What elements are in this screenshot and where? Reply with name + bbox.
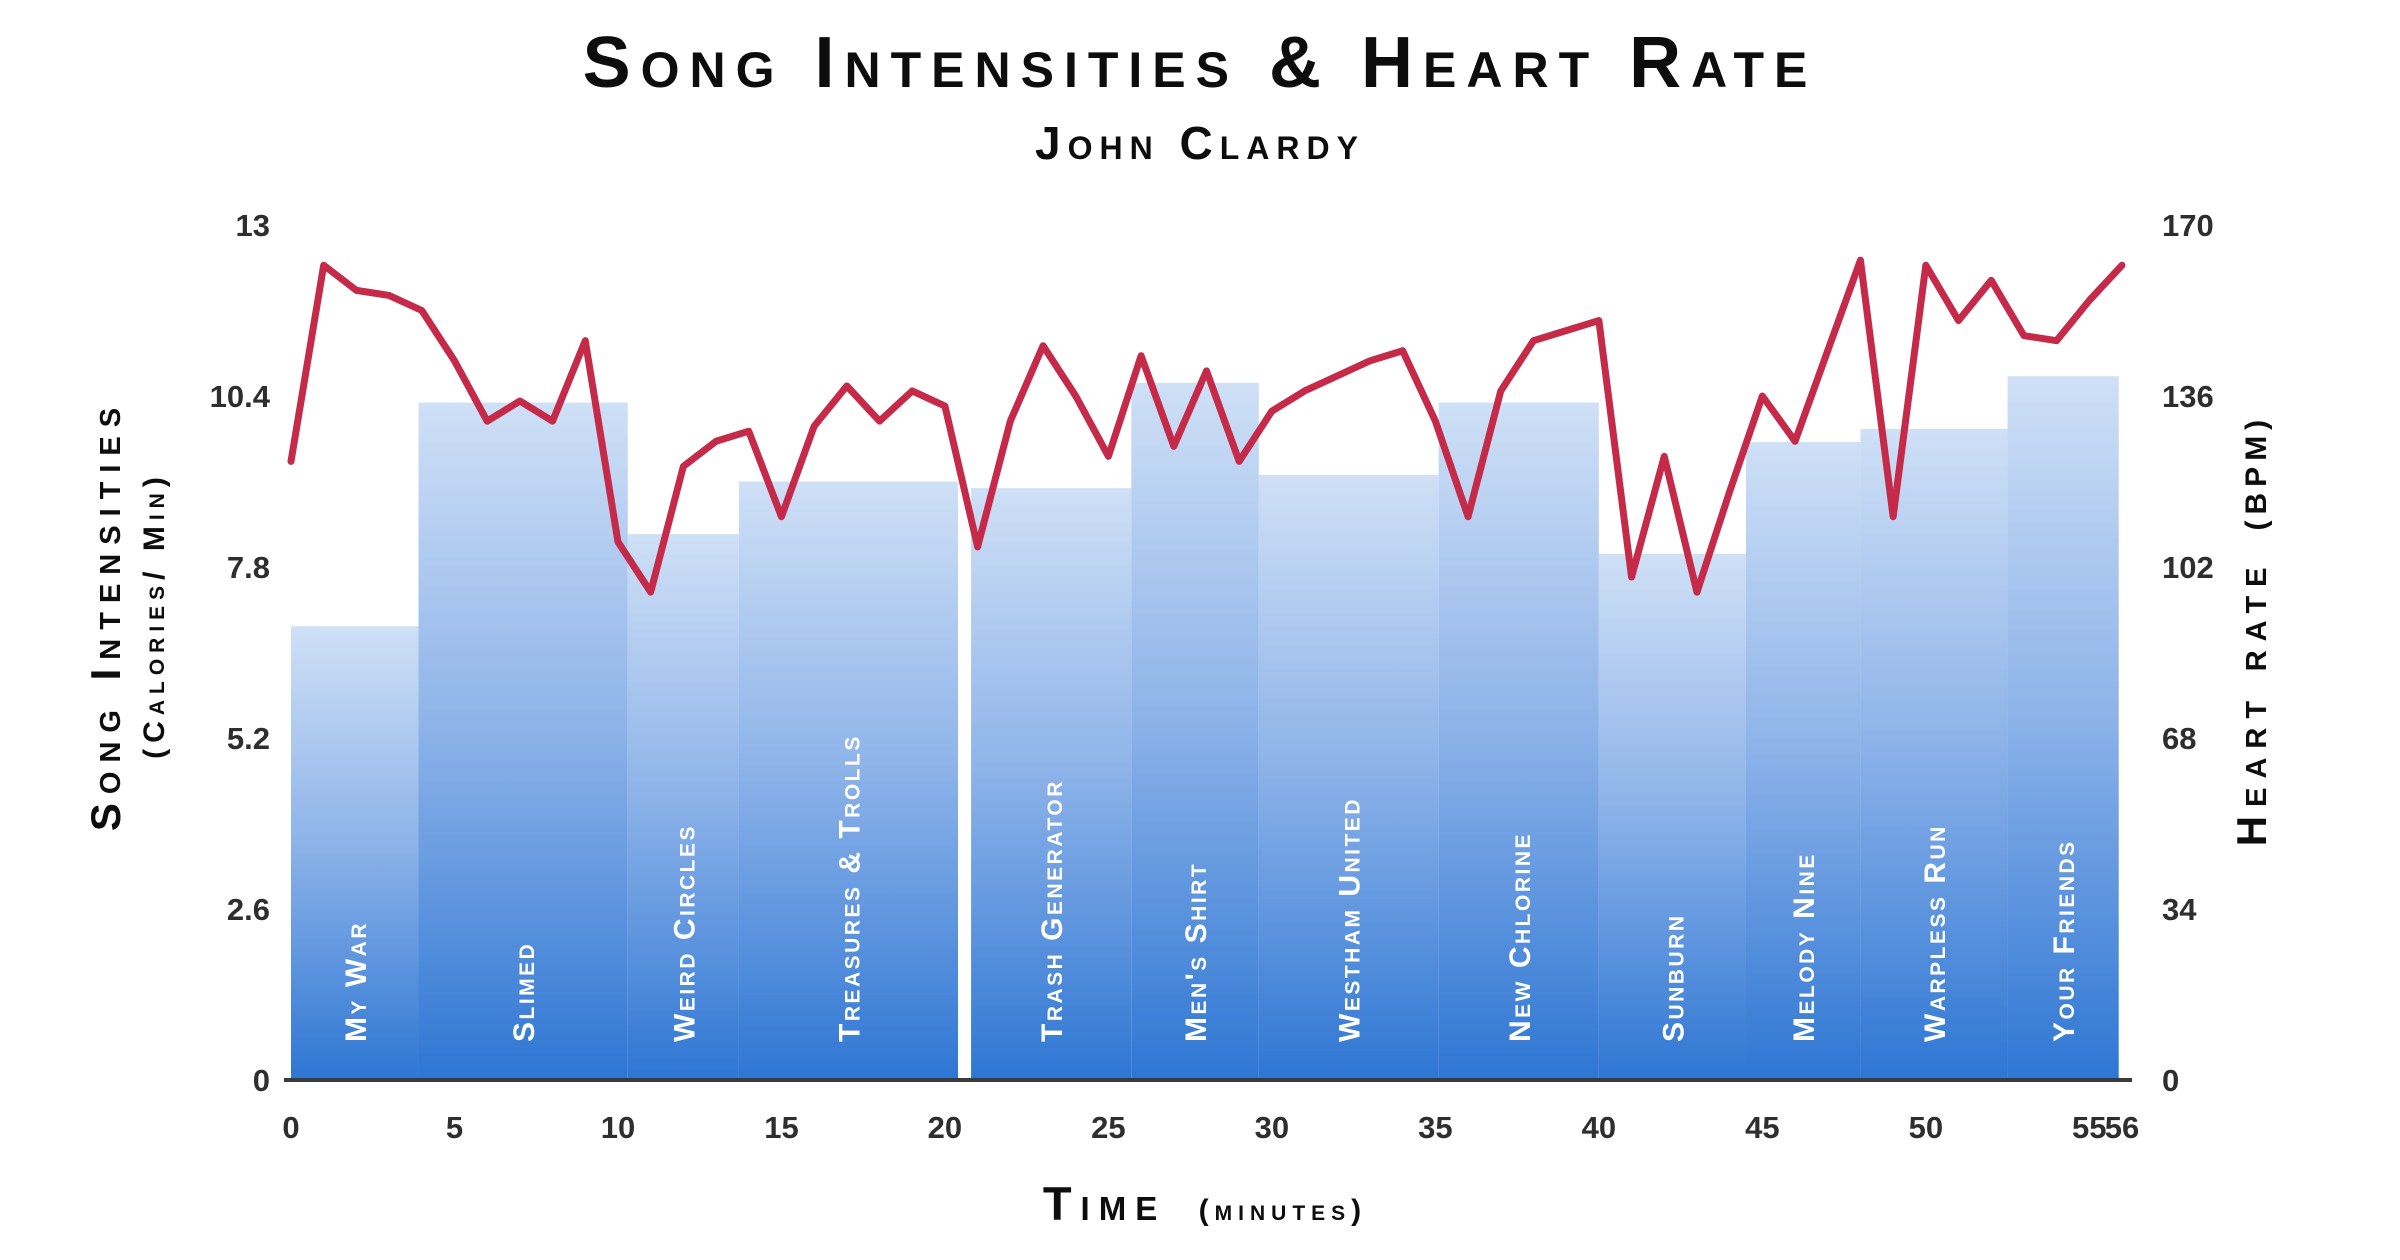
song-group-weird-circles: Weird Circles bbox=[627, 534, 739, 1080]
song-label-slimed: Slimed bbox=[508, 942, 541, 1042]
left-tick-0: 0 bbox=[253, 1063, 270, 1098]
song-bar-weird-circles bbox=[627, 534, 739, 1080]
right-axis-title-sub: (BPM) bbox=[2240, 413, 2273, 531]
song-bar-westham-united bbox=[1258, 474, 1439, 1080]
song-bar-melody-nine bbox=[1745, 442, 1861, 1080]
x-tick-25: 25 bbox=[1091, 1110, 1125, 1145]
left-tick-7.8: 7.8 bbox=[227, 550, 270, 585]
right-tick-102: 102 bbox=[2162, 550, 2214, 585]
right-tick-170: 170 bbox=[2162, 208, 2214, 243]
song-group-sunburn: Sunburn bbox=[1598, 553, 1746, 1080]
right-tick-68: 68 bbox=[2162, 721, 2196, 756]
song-label-your-friends: Your Friends bbox=[2048, 839, 2081, 1042]
right-axis-title-main: Heart rate bbox=[2228, 558, 2275, 847]
x-tick-45: 45 bbox=[1745, 1110, 1779, 1145]
x-axis-title: Time (minutes) bbox=[0, 1176, 2400, 1231]
song-group-men-s-shirt: Men's Shirt bbox=[1131, 382, 1259, 1080]
x-tick-10: 10 bbox=[601, 1110, 635, 1145]
song-bar-men-s-shirt bbox=[1131, 382, 1259, 1080]
song-bar-sunburn bbox=[1598, 553, 1746, 1080]
song-group-slimed: Slimed bbox=[418, 402, 628, 1081]
song-group-treasures-trolls: Treasures & Trolls bbox=[738, 481, 959, 1080]
x-tick-56: 56 bbox=[2105, 1110, 2139, 1145]
x-tick-0: 0 bbox=[282, 1110, 299, 1145]
song-bar-slimed bbox=[418, 402, 628, 1081]
song-group-warpless-run: Warpless Run bbox=[1860, 428, 2008, 1080]
song-label-melody-nine: Melody Nine bbox=[1788, 852, 1821, 1042]
right-axis-title: Heart rate (BPM) bbox=[2228, 0, 2348, 1260]
left-tick-13: 13 bbox=[236, 208, 270, 243]
left-tick-5.2: 5.2 bbox=[227, 721, 270, 756]
right-tick-0: 0 bbox=[2162, 1063, 2179, 1098]
x-tick-40: 40 bbox=[1582, 1110, 1616, 1145]
song-label-men-s-shirt: Men's Shirt bbox=[1180, 862, 1213, 1042]
song-group-melody-nine: Melody Nine bbox=[1745, 442, 1861, 1080]
x-tick-5: 5 bbox=[446, 1110, 463, 1145]
song-bar-trash-generator bbox=[971, 488, 1132, 1081]
x-tick-50: 50 bbox=[1909, 1110, 1943, 1145]
chart-subtitle: John Clardy bbox=[1035, 117, 1365, 169]
left-tick-10.4: 10.4 bbox=[210, 379, 271, 414]
song-bar-treasures-trolls bbox=[738, 481, 959, 1080]
song-group-westham-united: Westham United bbox=[1258, 474, 1439, 1080]
right-tick-34: 34 bbox=[2162, 892, 2197, 927]
song-label-westham-united: Westham United bbox=[1334, 797, 1367, 1042]
song-label-weird-circles: Weird Circles bbox=[668, 824, 701, 1042]
x-tick-30: 30 bbox=[1255, 1110, 1289, 1145]
song-label-sunburn: Sunburn bbox=[1657, 913, 1690, 1042]
song-bar-my-war bbox=[291, 626, 419, 1080]
heart-rate-line bbox=[287, 256, 2126, 596]
x-tick-35: 35 bbox=[1418, 1110, 1452, 1145]
x-axis-title-sub: (minutes) bbox=[1198, 1194, 1368, 1227]
x-tick-15: 15 bbox=[764, 1110, 798, 1145]
right-tick-136: 136 bbox=[2162, 379, 2214, 414]
x-tick-55: 55 bbox=[2072, 1110, 2106, 1145]
song-group-trash-generator: Trash Generator bbox=[971, 488, 1132, 1081]
song-label-treasures-trolls: Treasures & Trolls bbox=[833, 734, 866, 1042]
song-group-your-friends: Your Friends bbox=[2007, 376, 2119, 1080]
song-label-trash-generator: Trash Generator bbox=[1036, 779, 1069, 1042]
chart-title: Song Intensities & Heart Rate bbox=[582, 23, 1818, 103]
song-bar-warpless-run bbox=[1860, 428, 2008, 1080]
song-label-new-chlorine: New Chlorine bbox=[1504, 832, 1537, 1042]
x-tick-20: 20 bbox=[928, 1110, 962, 1145]
left-axis-title-main: Song Intensities bbox=[82, 398, 129, 832]
left-tick-2.6: 2.6 bbox=[227, 892, 270, 927]
left-axis-title-sub: (Calories/ Min) bbox=[138, 471, 171, 759]
song-label-warpless-run: Warpless Run bbox=[1919, 824, 1952, 1042]
song-label-my-war: My War bbox=[340, 921, 373, 1042]
left-axis-title: Song Intensities (Calories/ Min) bbox=[52, 0, 202, 1260]
song-bar-your-friends bbox=[2007, 376, 2119, 1080]
x-axis-title-main: Time bbox=[1042, 1177, 1167, 1230]
song-group-my-war: My War bbox=[291, 626, 419, 1080]
